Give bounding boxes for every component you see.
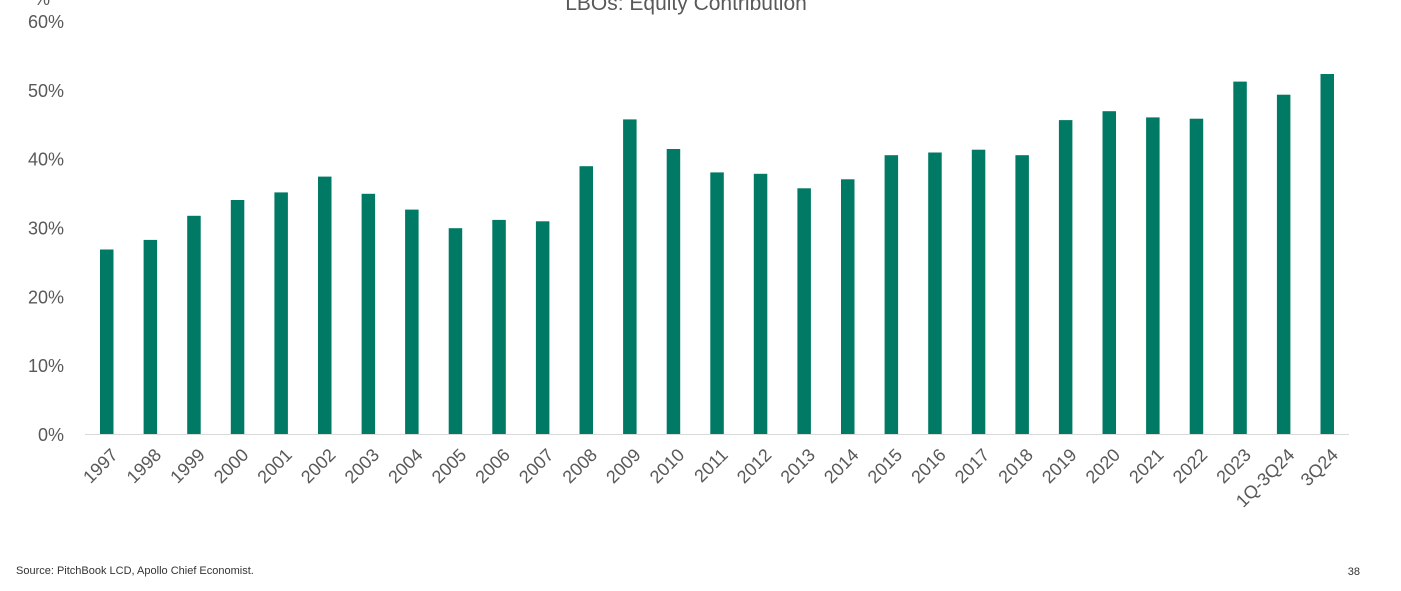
x-tick-label: 2006 [471, 445, 513, 487]
x-tick-label: 2001 [254, 445, 296, 487]
x-tick-label: 2020 [1082, 445, 1124, 487]
bar-2000 [230, 200, 245, 434]
x-tick-label: 2009 [602, 445, 644, 487]
bar-2012 [753, 173, 768, 435]
x-tick-label: 2012 [733, 445, 775, 487]
y-tick-label: 0% [38, 425, 64, 445]
x-tick-label: 2015 [864, 445, 906, 487]
bar-2022 [1189, 118, 1204, 434]
bar-1999 [187, 215, 201, 434]
bar-2007 [535, 221, 550, 434]
bar-2008 [579, 166, 593, 434]
x-tick-label: 2005 [428, 445, 470, 487]
x-tick-label: 1997 [79, 445, 121, 487]
bar-2019 [1058, 120, 1073, 434]
bar-2010 [666, 149, 681, 434]
x-tick-label: 2014 [820, 445, 862, 487]
x-tick-label: 2000 [210, 445, 252, 487]
y-tick-label: 20% [28, 287, 64, 307]
bar-2018 [1015, 155, 1029, 434]
bar-2016 [928, 152, 942, 434]
chart: LBOs: Equity Contribution % 0% 10% 20% 30% 4… [28, 0, 1349, 512]
bar-2023 [1233, 81, 1247, 434]
x-tick-label: 2019 [1038, 445, 1080, 487]
bar-2005 [448, 228, 463, 434]
x-tick-label: 2016 [907, 445, 949, 487]
y-tick-label: 30% [28, 219, 64, 239]
x-tick-label: 2013 [777, 445, 819, 487]
y-tick-label: 50% [28, 81, 64, 101]
x-tick-label: 2008 [559, 445, 601, 487]
x-tick-label: 2022 [1169, 445, 1211, 487]
bar-3Q24 [1320, 74, 1334, 434]
x-tick-label: 2002 [297, 445, 339, 487]
bar-2015 [884, 155, 899, 434]
x-tick-label: 2017 [951, 445, 993, 487]
chart-title: LBOs: Equity Contribution [565, 0, 807, 15]
bar-2011 [710, 172, 724, 434]
bar-2021 [1146, 117, 1160, 435]
x-tick-label: 1999 [166, 445, 208, 487]
x-axis: 1997 1998 1999 2000 2001 2002 2003 2004 2005 2006… [79, 445, 1342, 512]
bar-1998 [143, 239, 158, 434]
bar-2020 [1102, 111, 1116, 434]
source-note: Source: PitchBook LCD, Apollo Chief Econ… [16, 565, 254, 577]
bar-2006 [492, 219, 506, 434]
x-tick-label: 2011 [690, 445, 732, 487]
bar-2014 [841, 179, 855, 434]
bar-1997 [100, 249, 114, 434]
x-tick-label: 2004 [384, 445, 426, 487]
bar-2004 [405, 209, 419, 434]
y-tick-label: 10% [28, 356, 64, 376]
bar-2009 [623, 119, 637, 435]
bar-2017 [971, 149, 986, 434]
bar-1Q-3Q24 [1276, 94, 1291, 434]
bar-2003 [361, 193, 376, 434]
bars [100, 74, 1334, 435]
page-number: 38 [1347, 566, 1360, 578]
y-axis-unit-label: % [34, 0, 50, 9]
bar-2002 [318, 176, 332, 434]
x-tick-label: 2018 [994, 445, 1036, 487]
x-tick-label: 1998 [123, 445, 165, 487]
y-tick-label: 60% [28, 12, 64, 32]
x-tick-label: 2007 [515, 445, 557, 487]
x-tick-label: 3Q24 [1297, 445, 1342, 490]
y-axis: 0% 10% 20% 30% 40% 50% 60% [28, 12, 64, 445]
x-tick-label: 2003 [341, 445, 383, 487]
bar-2001 [274, 192, 288, 434]
x-tick-label: 2010 [646, 445, 688, 487]
bar-2013 [797, 188, 811, 434]
x-tick-label: 2021 [1125, 445, 1167, 487]
y-tick-label: 40% [28, 150, 64, 170]
